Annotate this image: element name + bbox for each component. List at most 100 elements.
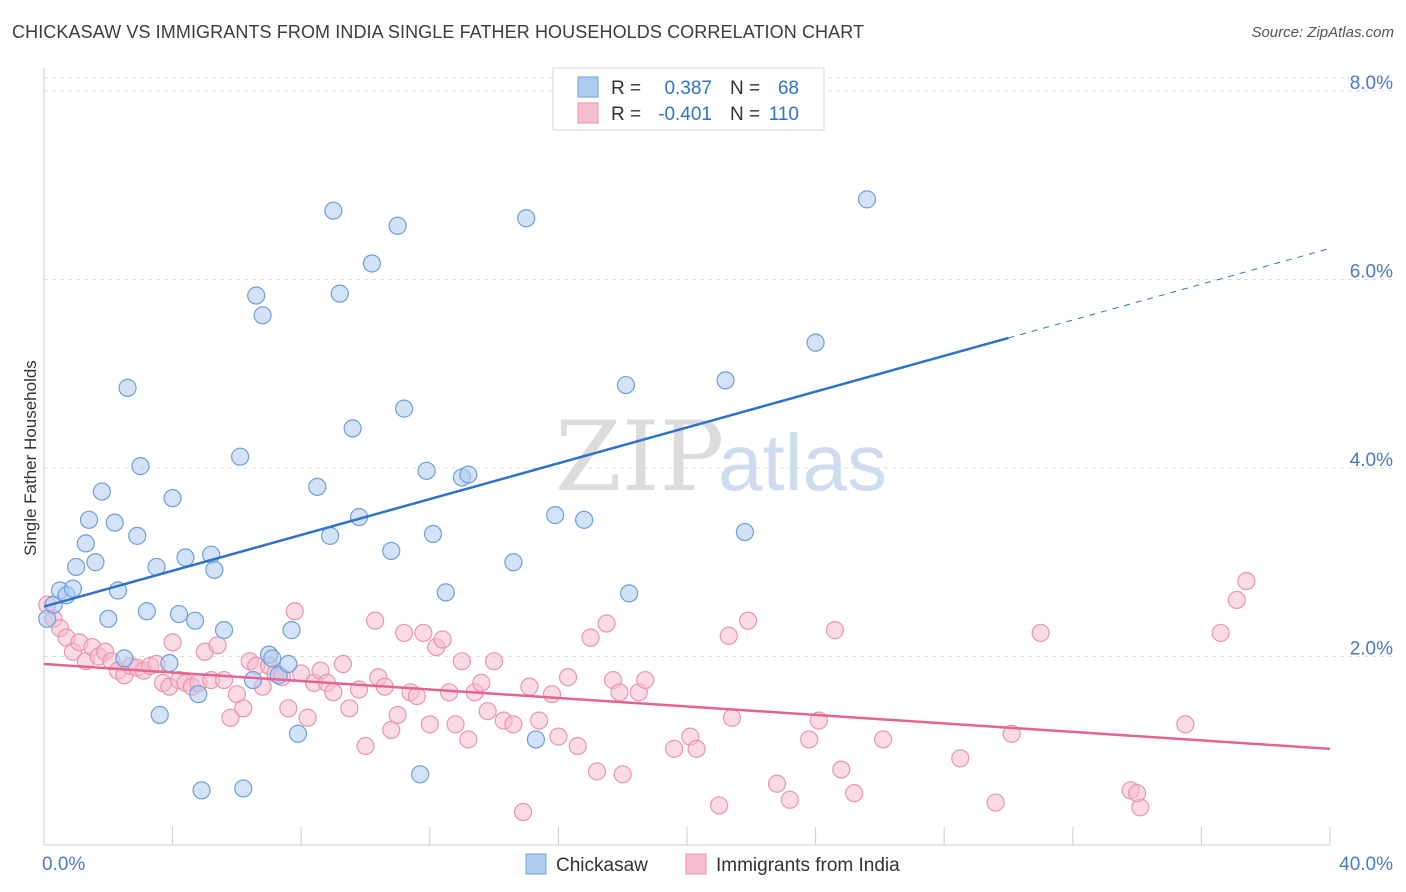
stats-r-label-chickasaw: R = — [611, 78, 641, 99]
india-point — [504, 715, 523, 734]
chickasaw-point — [247, 286, 266, 305]
india-point — [478, 702, 497, 721]
india-point — [1227, 590, 1246, 610]
india-point — [208, 636, 227, 655]
india-point — [279, 699, 298, 718]
legend-chickasaw-swatch — [525, 853, 547, 875]
india-point — [710, 796, 729, 815]
india-point — [613, 765, 632, 784]
india-point — [452, 652, 472, 671]
india-point — [520, 677, 539, 696]
stats-r-label-india: R = — [611, 104, 641, 125]
chickasaw-swatch — [577, 76, 599, 98]
india-point — [832, 760, 851, 779]
series-chickasaw — [38, 190, 877, 800]
india-point — [845, 784, 864, 803]
chickasaw-point — [394, 399, 414, 418]
india-point — [874, 730, 893, 749]
india-point — [780, 790, 799, 809]
chickasaw-point — [382, 541, 401, 561]
chickasaw-point — [131, 457, 150, 476]
chickasaw-point — [436, 583, 455, 602]
chickasaw-point — [214, 621, 234, 640]
india-point — [472, 673, 491, 692]
chickasaw-point — [160, 653, 179, 673]
india-point — [221, 708, 240, 727]
india-point — [356, 736, 375, 756]
y-tick-label: 4.0% — [1350, 450, 1393, 471]
stats-n-value-chickasaw: 68 — [778, 78, 799, 99]
chickasaw-point — [324, 201, 343, 220]
india-point — [738, 611, 758, 630]
chickasaw-point — [169, 604, 189, 624]
chickasaw-point — [362, 254, 382, 273]
india-point — [986, 793, 1005, 812]
chickasaw-point — [575, 510, 594, 529]
legend-india-swatch — [685, 853, 707, 875]
chickasaw-point — [343, 419, 362, 438]
india-point — [719, 626, 738, 645]
chickasaw-point — [205, 560, 224, 579]
stats-n-label-chickasaw: N = — [730, 78, 760, 99]
chickasaw-point — [423, 524, 443, 544]
y-tick-label: 8.0% — [1350, 73, 1393, 94]
india-point — [382, 720, 401, 740]
chart-title: CHICKASAW VS IMMIGRANTS FROM INDIA SINGL… — [12, 22, 865, 42]
chickasaw-point — [459, 465, 478, 484]
india-point — [530, 711, 549, 730]
india-point — [1211, 623, 1230, 643]
chickasaw-point — [620, 584, 639, 603]
chickasaw-point — [86, 553, 105, 572]
india-point — [610, 683, 629, 702]
trend-line-chickasaw-extension — [1008, 247, 1331, 339]
chickasaw-point — [279, 654, 298, 674]
chickasaw-point — [857, 190, 877, 209]
x-tick-label-max: 40.0% — [1339, 854, 1393, 875]
india-point — [459, 730, 478, 749]
chickasaw-point — [163, 489, 182, 508]
grid-lines — [44, 77, 1395, 657]
india-point — [1237, 571, 1256, 591]
chickasaw-point — [806, 333, 825, 352]
india-point — [636, 670, 655, 690]
india-point — [163, 633, 182, 652]
chickasaw-point — [150, 705, 169, 725]
india-point — [1127, 784, 1147, 803]
india-point — [549, 727, 568, 746]
india-point — [234, 699, 253, 718]
india-point — [433, 630, 452, 649]
chickasaw-point — [716, 371, 735, 390]
india-point — [687, 739, 706, 758]
chickasaw-point — [99, 609, 118, 628]
stats-r-value-india: -0.401 — [658, 104, 712, 125]
india-point — [366, 611, 385, 630]
india-swatch — [577, 102, 599, 124]
stats-n-value-india: 110 — [769, 104, 799, 125]
chickasaw-point — [263, 649, 282, 668]
india-point — [825, 621, 844, 640]
watermark: ZIP atlas — [555, 401, 887, 513]
india-point — [542, 685, 562, 704]
chickasaw-point — [92, 482, 111, 501]
india-point — [587, 762, 607, 781]
trend-lines — [43, 247, 1331, 751]
chickasaw-point — [137, 602, 156, 621]
india-point — [340, 699, 359, 718]
india-point — [414, 623, 433, 643]
india-point — [485, 652, 504, 671]
chickasaw-point — [231, 447, 250, 466]
chickasaw-point — [186, 611, 205, 630]
series-immigrants-from-india — [38, 571, 1256, 822]
chickasaw-point — [128, 526, 147, 545]
legend-india-label: Immigrants from India — [716, 855, 900, 876]
chickasaw-point — [63, 579, 83, 598]
india-point — [298, 708, 317, 727]
india-point — [513, 802, 533, 822]
axes — [43, 68, 1331, 846]
chickasaw-point — [76, 534, 95, 553]
watermark-atlas: atlas — [718, 418, 887, 507]
chickasaw-point — [735, 522, 754, 542]
india-point — [581, 628, 600, 647]
x-tick-labels: 0.0% 40.0% — [42, 854, 1393, 875]
